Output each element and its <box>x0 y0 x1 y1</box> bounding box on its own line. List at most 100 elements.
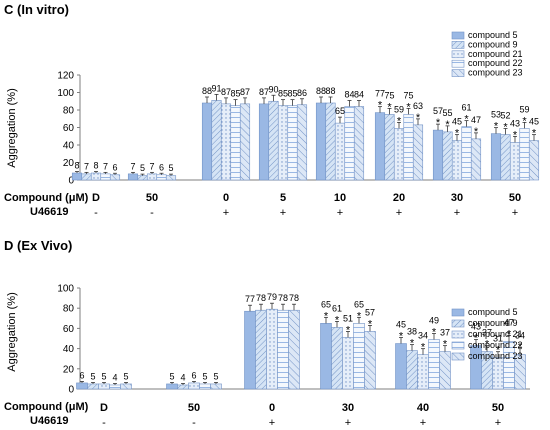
data-label: 5 <box>90 371 95 381</box>
y-tick-label: 0 <box>68 385 74 396</box>
y-tick-label: 40 <box>63 344 75 355</box>
bar <box>442 131 453 181</box>
data-label: 90 <box>268 84 278 94</box>
data-label: 49 <box>429 316 439 326</box>
x-tick-label: 50 <box>188 402 200 414</box>
significance-star: * <box>387 101 392 113</box>
bar <box>296 104 308 181</box>
bar <box>76 382 88 390</box>
bar <box>127 173 139 181</box>
data-label: 75 <box>384 90 394 100</box>
significance-star: * <box>397 115 402 127</box>
bar <box>428 339 440 390</box>
bar <box>255 309 267 390</box>
bar <box>492 357 504 390</box>
data-label: 6 <box>159 162 164 172</box>
legend-swatch <box>451 308 465 317</box>
agonist-indicator: - <box>102 417 106 429</box>
data-label: 86 <box>297 88 307 98</box>
legend-entry: compound 22 <box>468 340 523 350</box>
bar <box>461 126 472 181</box>
y-axis-label: Aggregation (%) <box>6 292 18 372</box>
data-label: 57 <box>365 307 375 317</box>
x-tick-label: 20 <box>393 192 405 204</box>
bar <box>277 309 289 390</box>
agonist-indicator: - <box>192 417 196 429</box>
significance-star: * <box>324 310 329 322</box>
bar <box>266 308 278 390</box>
significance-star: * <box>421 342 426 354</box>
data-label: 8 <box>74 161 79 171</box>
y-tick-label: 20 <box>63 158 75 169</box>
y-tick-label: 0 <box>68 176 74 187</box>
bar <box>177 384 189 390</box>
bar <box>210 383 222 390</box>
bar <box>342 337 354 390</box>
bar <box>188 382 200 390</box>
significance-star: * <box>485 339 490 351</box>
data-label: 6 <box>79 370 84 380</box>
data-label: 8 <box>93 161 98 171</box>
significance-star: * <box>496 345 501 357</box>
agonist-indicator: + <box>420 417 426 429</box>
data-label: 6 <box>191 370 196 380</box>
bar <box>120 383 132 390</box>
bar <box>374 112 386 181</box>
x-tick-label: 50 <box>146 192 158 204</box>
significance-star: * <box>474 333 479 345</box>
bar <box>220 103 232 181</box>
x-tick-label: 0 <box>223 192 229 204</box>
data-label: 45 <box>452 117 462 127</box>
bar <box>100 173 111 181</box>
legend-swatch <box>451 352 465 361</box>
bar <box>320 323 332 390</box>
data-label: 85 <box>230 89 240 99</box>
legend-entry: compound 9 <box>468 318 518 328</box>
significance-star: * <box>455 128 460 140</box>
bar <box>258 103 270 181</box>
data-label: 91 <box>211 83 221 93</box>
bar <box>528 140 540 181</box>
significance-star: * <box>410 338 415 350</box>
data-label: 31 <box>493 334 503 344</box>
bar <box>344 106 355 181</box>
data-label: 61 <box>332 303 342 313</box>
panel-title: D (Ex Vivo) <box>4 238 72 253</box>
bar <box>393 128 405 181</box>
data-label: 34 <box>515 331 525 341</box>
data-label: 45 <box>529 117 539 127</box>
bar <box>509 142 521 181</box>
y-tick-label: 80 <box>63 106 75 117</box>
significance-star: * <box>474 126 479 138</box>
significance-star: * <box>357 310 362 322</box>
significance-star: * <box>503 122 508 134</box>
legend-entry: compound 22 <box>468 58 523 68</box>
data-label: 55 <box>442 108 452 118</box>
bar <box>334 122 346 181</box>
panel-title: C (In vitro) <box>4 2 69 17</box>
bar <box>353 106 365 181</box>
y-tick-label: 120 <box>57 71 74 82</box>
legend-entry: compound 5 <box>468 307 518 317</box>
bar <box>325 102 336 181</box>
bar <box>500 134 511 181</box>
data-label: 5 <box>202 371 207 381</box>
agonist-indicator: + <box>512 207 518 219</box>
legend-entry: compound 5 <box>468 30 518 40</box>
data-label: 43 <box>471 322 481 332</box>
agonist-indicator: + <box>495 417 501 429</box>
legend-swatch <box>451 59 465 68</box>
data-label: 65 <box>354 299 364 309</box>
data-label: 87 <box>221 87 231 97</box>
x-tick-label: 50 <box>492 402 504 414</box>
y-tick-label: 80 <box>63 304 75 315</box>
x-tick-label: 30 <box>342 402 354 414</box>
data-label: 4 <box>180 372 185 382</box>
bar <box>90 172 102 181</box>
y-axis-label: Aggregation (%) <box>6 88 18 168</box>
bar <box>166 383 178 390</box>
bar <box>230 105 241 181</box>
agonist-indicator: + <box>280 207 286 219</box>
significance-star: * <box>346 324 351 336</box>
data-label: 63 <box>413 101 423 111</box>
